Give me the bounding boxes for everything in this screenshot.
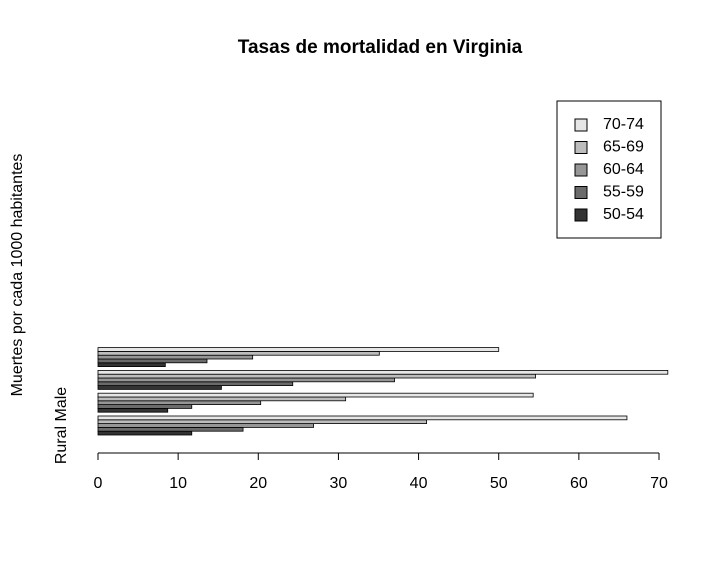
legend-box: [556, 100, 662, 239]
bar: [97, 373, 536, 379]
legend-swatch: [574, 186, 588, 199]
legend-swatch: [574, 118, 588, 132]
bar: [97, 377, 395, 383]
x-tick-label: 20: [249, 475, 267, 492]
x-tick-label: 10: [169, 475, 187, 492]
bar: [97, 385, 222, 390]
legend-label: 60-64: [603, 161, 644, 178]
category-label: Rural Male: [53, 387, 70, 464]
legend-swatch: [574, 163, 588, 177]
bar: [97, 423, 314, 428]
x-tick-label: 50: [490, 475, 508, 492]
x-tick-label: 70: [650, 475, 668, 492]
bar: [97, 381, 294, 386]
legend-label: 55-59: [603, 184, 644, 201]
bar: [97, 358, 208, 364]
bar: [97, 426, 244, 432]
bar: [97, 392, 534, 398]
bar: [97, 419, 427, 424]
bar: [97, 362, 166, 367]
bar: [97, 430, 193, 436]
legend-label: 50-54: [603, 206, 644, 223]
y-axis-label: Muertes por cada 1000 habitantes: [9, 154, 26, 397]
bar: [97, 400, 262, 405]
chart-title: Tasas de mortalidad en Virginia: [238, 37, 523, 58]
legend-swatch: [574, 141, 588, 154]
legend-label: 70-74: [603, 116, 644, 133]
bar: [97, 347, 500, 352]
x-tick-label: 60: [570, 475, 588, 492]
bar: [97, 354, 254, 360]
legend-swatch: [574, 208, 588, 222]
bar: [97, 396, 347, 402]
bar: [97, 407, 169, 413]
x-tick-label: 0: [94, 475, 103, 492]
x-tick-label: 30: [330, 475, 348, 492]
bar: [97, 369, 669, 375]
bar: [97, 404, 193, 409]
bar: [97, 415, 628, 421]
bar: [97, 350, 380, 356]
legend-label: 65-69: [603, 139, 644, 156]
x-tick-label: 40: [410, 475, 428, 492]
